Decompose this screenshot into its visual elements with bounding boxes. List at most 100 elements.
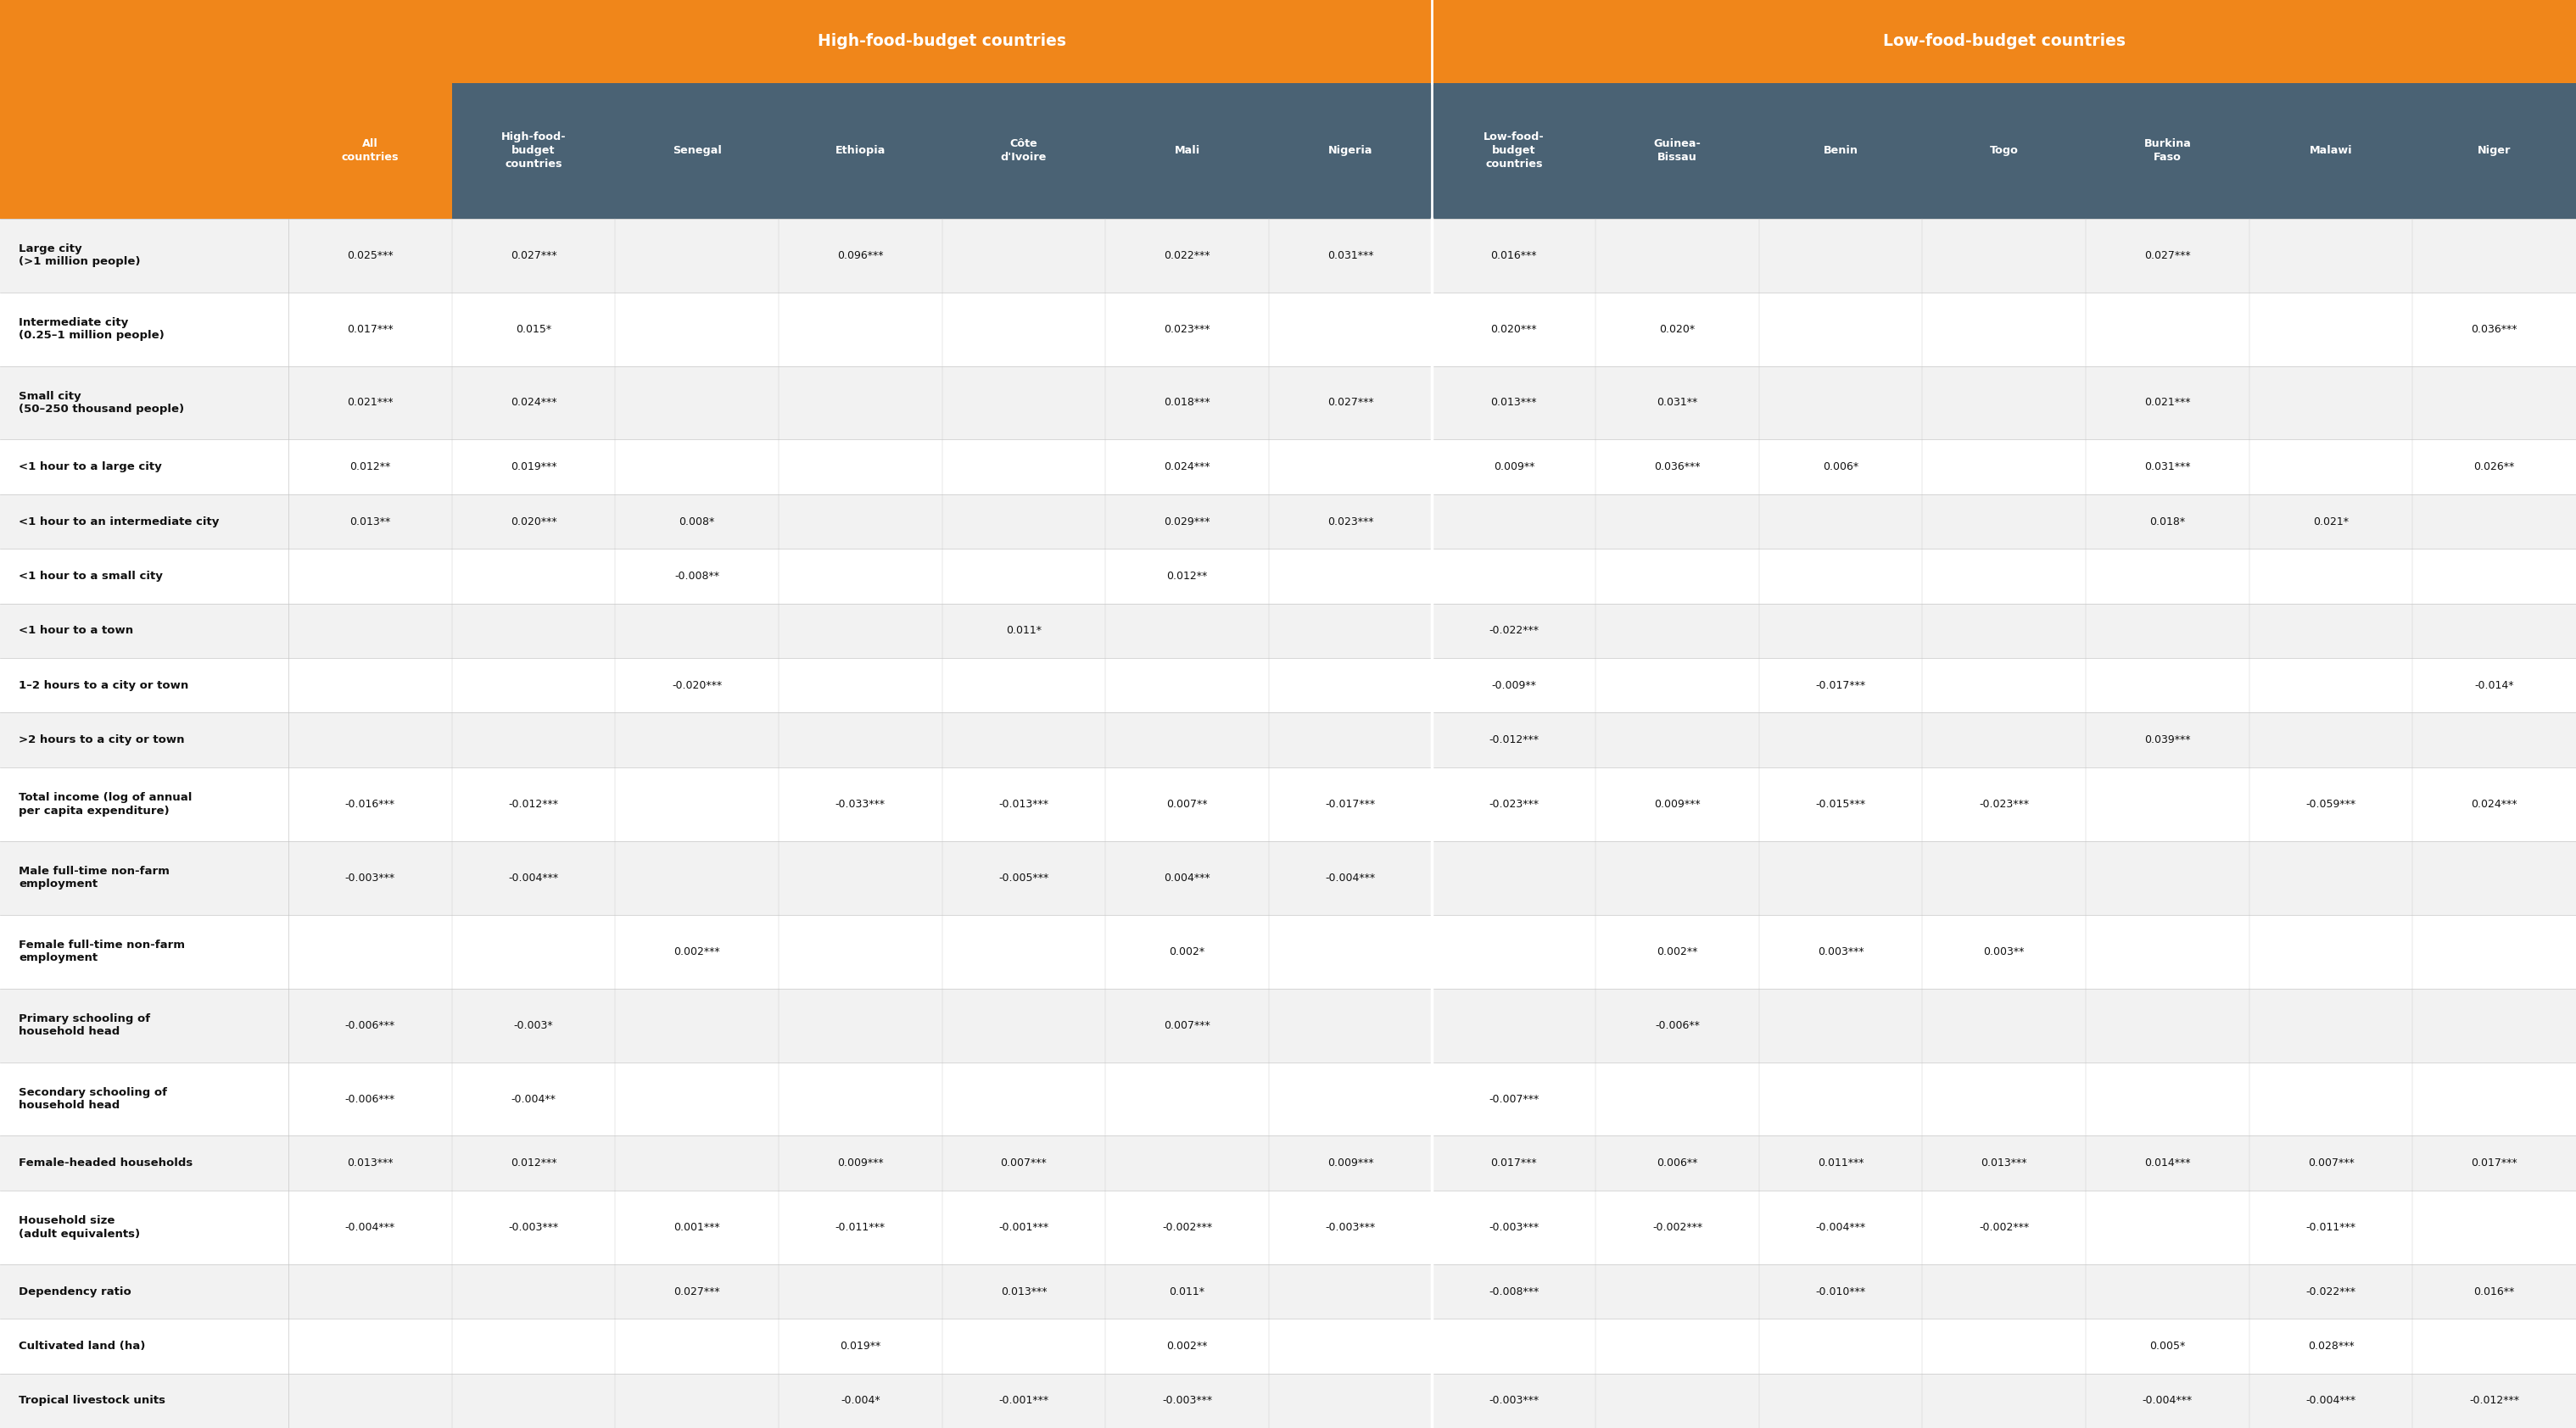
Text: -0.003***: -0.003*** (1489, 1395, 1538, 1407)
Text: Low-food-budget countries: Low-food-budget countries (1883, 33, 2125, 50)
Text: -0.003***: -0.003*** (1162, 1395, 1213, 1407)
Text: 0.007***: 0.007*** (1164, 1020, 1211, 1031)
Text: -0.022***: -0.022*** (1489, 625, 1538, 637)
Text: 0.031***: 0.031*** (2143, 461, 2190, 473)
Bar (0, 494, 2576, 548)
Text: Small city
(50–250 thousand people): Small city (50–250 thousand people) (18, 391, 183, 416)
Text: 0.006**: 0.006** (1656, 1158, 1698, 1168)
Bar (0, 841, 2576, 915)
Text: 0.013***: 0.013*** (1981, 1158, 2027, 1168)
Text: -0.017***: -0.017*** (1327, 798, 1376, 810)
Text: -0.004***: -0.004*** (2143, 1395, 2192, 1407)
Text: 0.021*: 0.021* (2313, 516, 2349, 527)
Bar (0, 0, 2576, 83)
Text: Female-headed households: Female-headed households (18, 1158, 193, 1168)
Text: -0.004***: -0.004*** (1816, 1222, 1865, 1232)
Text: 0.020***: 0.020*** (510, 516, 556, 527)
Bar (0, 440, 2576, 494)
Bar (0, 366, 2576, 440)
Text: -0.002***: -0.002*** (1651, 1222, 1703, 1232)
Text: Intermediate city
(0.25–1 million people): Intermediate city (0.25–1 million people… (18, 317, 165, 341)
Bar (0, 604, 2576, 658)
Bar (0, 548, 2576, 604)
Text: 0.009**: 0.009** (1494, 461, 1535, 473)
Text: -0.004***: -0.004*** (1327, 873, 1376, 884)
Text: -0.003***: -0.003*** (345, 873, 394, 884)
Text: Cultivated land (ha): Cultivated land (ha) (18, 1341, 144, 1352)
Text: -0.004*: -0.004* (840, 1395, 881, 1407)
Text: <1 hour to a small city: <1 hour to a small city (18, 571, 162, 581)
Text: 0.002*: 0.002* (1170, 947, 1206, 957)
Bar (0, 713, 2576, 767)
Text: 0.007**: 0.007** (1167, 798, 1208, 810)
Text: -0.004**: -0.004** (510, 1094, 556, 1104)
Text: 0.025***: 0.025*** (348, 250, 394, 261)
Text: Niger: Niger (2478, 146, 2512, 156)
Text: Mali: Mali (1175, 146, 1200, 156)
Text: 0.023***: 0.023*** (1327, 516, 1373, 527)
Text: Dependency ratio: Dependency ratio (18, 1287, 131, 1297)
Text: Female full-time non-farm
employment: Female full-time non-farm employment (18, 940, 185, 964)
Text: Household size
(adult equivalents): Household size (adult equivalents) (18, 1215, 139, 1240)
Text: 0.031***: 0.031*** (1327, 250, 1373, 261)
Text: -0.011***: -0.011*** (835, 1222, 886, 1232)
Text: 0.019***: 0.019*** (510, 461, 556, 473)
Bar (0, 1374, 2576, 1428)
Text: 0.003**: 0.003** (1984, 947, 2025, 957)
Text: 0.002**: 0.002** (1167, 1341, 1208, 1352)
Text: -0.022***: -0.022*** (2306, 1287, 2357, 1297)
Text: -0.006***: -0.006*** (345, 1094, 394, 1104)
Text: -0.005***: -0.005*** (999, 873, 1048, 884)
Text: -0.006***: -0.006*** (345, 1020, 394, 1031)
Text: 1–2 hours to a city or town: 1–2 hours to a city or town (18, 680, 188, 691)
Text: 0.008*: 0.008* (680, 516, 714, 527)
Text: <1 hour to a town: <1 hour to a town (18, 625, 134, 637)
Bar (0, 1062, 2576, 1135)
Text: -0.004***: -0.004*** (2306, 1395, 2357, 1407)
Text: 0.011*: 0.011* (1170, 1287, 1206, 1297)
Text: -0.011***: -0.011*** (2306, 1222, 2357, 1232)
Text: 0.027***: 0.027*** (675, 1287, 721, 1297)
Bar (0, 988, 2576, 1062)
Text: 0.007***: 0.007*** (2308, 1158, 2354, 1168)
Bar (0, 293, 2576, 366)
Bar (0, 1191, 2576, 1264)
Text: -0.003***: -0.003*** (1489, 1222, 1538, 1232)
Text: Secondary schooling of
household head: Secondary schooling of household head (18, 1087, 167, 1111)
Text: 0.021***: 0.021*** (348, 397, 394, 408)
Text: 0.013***: 0.013*** (999, 1287, 1046, 1297)
Text: Burkina
Faso: Burkina Faso (2143, 139, 2192, 163)
Text: 0.017***: 0.017*** (1492, 1158, 1538, 1168)
Text: 0.021***: 0.021*** (2143, 397, 2190, 408)
Text: -0.033***: -0.033*** (835, 798, 886, 810)
Text: <1 hour to an intermediate city: <1 hour to an intermediate city (18, 516, 219, 527)
Text: Nigeria: Nigeria (1329, 146, 1373, 156)
Text: 0.003***: 0.003*** (1819, 947, 1865, 957)
Text: -0.007***: -0.007*** (1489, 1094, 1538, 1104)
Bar (1432, 83, 2576, 218)
Text: -0.015***: -0.015*** (1816, 798, 1865, 810)
Text: 0.027***: 0.027*** (1327, 397, 1373, 408)
Text: 0.014***: 0.014*** (2143, 1158, 2190, 1168)
Text: -0.008***: -0.008*** (1489, 1287, 1538, 1297)
Bar (0, 1264, 2576, 1319)
Text: 0.016**: 0.016** (2473, 1287, 2514, 1297)
Text: 0.036***: 0.036*** (1654, 461, 1700, 473)
Text: -0.004***: -0.004*** (345, 1222, 394, 1232)
Text: -0.010***: -0.010*** (1816, 1287, 1865, 1297)
Bar (0, 218, 2576, 293)
Text: 0.031**: 0.031** (1656, 397, 1698, 408)
Text: 0.023***: 0.023*** (1164, 324, 1211, 334)
Text: 0.019**: 0.019** (840, 1341, 881, 1352)
Text: Côte
d'Ivoire: Côte d'Ivoire (999, 139, 1046, 163)
Text: 0.024***: 0.024*** (2470, 798, 2517, 810)
Text: 0.002***: 0.002*** (675, 947, 721, 957)
Text: High-food-budget countries: High-food-budget countries (817, 33, 1066, 50)
Text: 0.005*: 0.005* (2148, 1341, 2184, 1352)
Text: -0.023***: -0.023*** (1489, 798, 1538, 810)
Text: <1 hour to a large city: <1 hour to a large city (18, 461, 162, 473)
Text: Ethiopia: Ethiopia (835, 146, 886, 156)
Text: 0.018***: 0.018*** (1164, 397, 1211, 408)
Text: 0.013***: 0.013*** (348, 1158, 394, 1168)
Text: 0.024***: 0.024*** (510, 397, 556, 408)
